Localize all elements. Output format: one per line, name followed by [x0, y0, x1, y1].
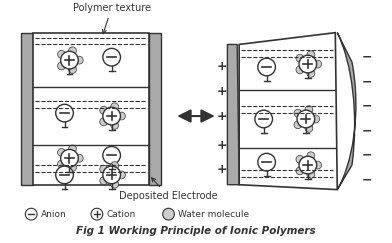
Circle shape: [296, 156, 304, 163]
Circle shape: [297, 110, 315, 128]
Circle shape: [255, 110, 272, 128]
Circle shape: [58, 51, 65, 58]
Circle shape: [296, 66, 304, 74]
Circle shape: [307, 69, 315, 77]
Text: Polymer texture: Polymer texture: [73, 3, 151, 34]
Text: −: −: [361, 149, 372, 162]
Circle shape: [296, 54, 304, 62]
Circle shape: [118, 171, 125, 179]
Circle shape: [294, 109, 302, 117]
Circle shape: [258, 58, 276, 76]
PathPatch shape: [227, 44, 239, 185]
Circle shape: [69, 164, 76, 172]
Circle shape: [299, 55, 317, 73]
Circle shape: [163, 208, 174, 220]
Text: Water molecule: Water molecule: [178, 210, 249, 219]
PathPatch shape: [239, 33, 337, 190]
Circle shape: [69, 145, 76, 153]
Circle shape: [69, 47, 76, 55]
Text: −: −: [361, 124, 372, 137]
Circle shape: [307, 171, 315, 178]
Circle shape: [100, 118, 108, 126]
Circle shape: [314, 60, 321, 68]
FancyBboxPatch shape: [33, 33, 149, 185]
Circle shape: [111, 180, 119, 188]
Circle shape: [61, 51, 78, 69]
Text: +: +: [216, 85, 227, 98]
Circle shape: [103, 166, 120, 184]
Circle shape: [58, 62, 65, 70]
Text: +: +: [216, 110, 227, 122]
Circle shape: [100, 177, 108, 185]
Text: +: +: [216, 139, 227, 152]
Circle shape: [296, 167, 304, 175]
Text: Deposited Electrode: Deposited Electrode: [119, 178, 218, 201]
Circle shape: [75, 154, 83, 162]
Text: Anion: Anion: [41, 210, 67, 219]
Circle shape: [111, 103, 119, 111]
PathPatch shape: [337, 33, 356, 190]
Circle shape: [299, 156, 317, 174]
Text: −: −: [361, 51, 372, 64]
Circle shape: [307, 51, 315, 59]
Circle shape: [58, 160, 65, 168]
Circle shape: [312, 115, 319, 123]
Circle shape: [56, 104, 73, 122]
Text: −: −: [361, 100, 372, 113]
Text: +: +: [216, 61, 227, 73]
Circle shape: [100, 106, 108, 114]
Circle shape: [56, 166, 73, 184]
Circle shape: [103, 147, 120, 164]
Circle shape: [61, 149, 78, 167]
Circle shape: [305, 124, 313, 132]
Circle shape: [100, 165, 108, 173]
FancyBboxPatch shape: [149, 33, 161, 185]
Circle shape: [258, 153, 276, 171]
Text: +: +: [216, 164, 227, 176]
Circle shape: [103, 107, 120, 125]
Circle shape: [103, 48, 120, 66]
Circle shape: [91, 208, 103, 220]
Circle shape: [111, 162, 119, 170]
Circle shape: [58, 148, 65, 156]
Circle shape: [294, 121, 302, 129]
Text: −: −: [361, 75, 372, 88]
Text: Cation: Cation: [107, 210, 136, 219]
Circle shape: [69, 66, 76, 73]
Text: −: −: [361, 173, 372, 186]
Circle shape: [307, 152, 315, 160]
Circle shape: [118, 112, 125, 120]
Circle shape: [111, 122, 119, 129]
Circle shape: [314, 161, 321, 169]
Text: Fig 1 Working Principle of Ionic Polymers: Fig 1 Working Principle of Ionic Polymer…: [76, 226, 316, 236]
Circle shape: [75, 56, 83, 64]
Circle shape: [25, 208, 37, 220]
FancyBboxPatch shape: [22, 33, 33, 185]
Circle shape: [305, 106, 313, 113]
